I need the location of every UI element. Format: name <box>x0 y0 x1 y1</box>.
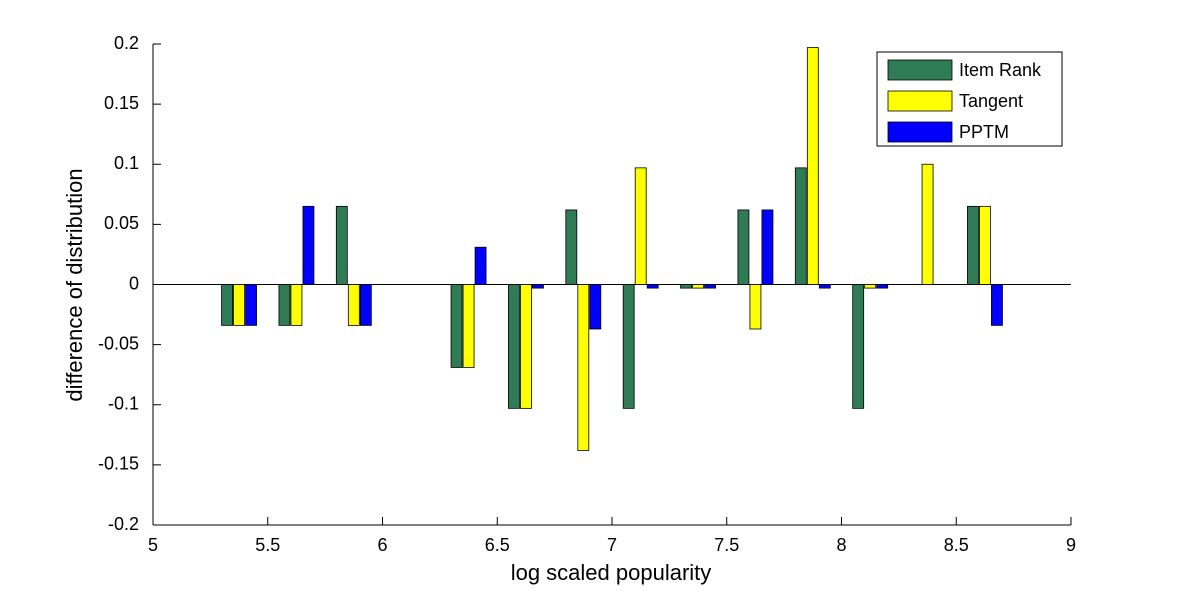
legend-swatch <box>887 90 953 112</box>
x-tick-label: 5.5 <box>255 535 280 555</box>
bar <box>646 284 659 289</box>
bar <box>245 284 257 326</box>
bar <box>818 284 831 289</box>
bar <box>221 284 233 326</box>
y-tick-label: -0.1 <box>108 394 139 414</box>
bar <box>704 284 716 289</box>
y-tick-label: 0.2 <box>114 33 139 53</box>
bar <box>967 205 979 285</box>
legend-swatch <box>887 121 953 143</box>
x-tick-label: 5 <box>148 535 158 555</box>
bar <box>737 209 750 285</box>
x-tick-label: 7 <box>607 535 617 555</box>
bar <box>278 284 291 326</box>
bar <box>634 167 647 285</box>
y-tick-label: 0 <box>129 273 139 293</box>
y-axis-label: difference of distribution <box>62 168 87 401</box>
y-tick-label: 0.1 <box>114 153 139 173</box>
legend-label: Item Rank <box>959 60 1042 80</box>
bar <box>749 284 762 330</box>
bar <box>806 47 819 285</box>
x-tick-label: 6 <box>377 535 387 555</box>
bar <box>794 167 807 285</box>
bar <box>622 284 635 409</box>
bar <box>290 284 303 326</box>
bar <box>520 284 532 409</box>
legend-label: PPTM <box>959 122 1009 142</box>
bar <box>462 284 475 368</box>
x-tick-label: 8 <box>836 535 846 555</box>
y-tick-label: 0.15 <box>104 93 139 113</box>
bar <box>979 205 991 285</box>
bar <box>359 284 372 326</box>
bar <box>302 205 315 285</box>
bar <box>335 205 348 285</box>
bar <box>921 163 934 285</box>
bar <box>565 209 578 285</box>
bar <box>761 209 774 285</box>
y-tick-label: -0.2 <box>108 514 139 534</box>
x-tick-label: 9 <box>1066 535 1076 555</box>
legend-label: Tangent <box>959 91 1023 111</box>
bar <box>532 284 544 289</box>
y-tick-label: 0.05 <box>104 213 139 233</box>
y-tick-label: -0.05 <box>98 333 139 353</box>
y-tick-label: -0.15 <box>98 454 139 474</box>
bar <box>680 284 692 289</box>
x-tick-label: 8.5 <box>944 535 969 555</box>
bar <box>692 284 704 289</box>
x-tick-label: 6.5 <box>485 535 510 555</box>
bar <box>233 284 245 326</box>
bar <box>589 284 602 330</box>
bar <box>876 284 889 289</box>
x-tick-label: 7.5 <box>714 535 739 555</box>
bar <box>347 284 360 326</box>
x-axis-label: log scaled popularity <box>511 560 712 585</box>
legend-swatch <box>887 59 953 81</box>
bar <box>508 284 520 409</box>
bar <box>852 284 865 409</box>
bar <box>991 284 1003 326</box>
bar <box>864 284 877 289</box>
bar <box>450 284 463 368</box>
bar <box>577 284 590 451</box>
bar <box>474 246 487 285</box>
